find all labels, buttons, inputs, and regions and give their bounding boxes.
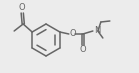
Text: O: O xyxy=(70,29,76,38)
Text: O: O xyxy=(80,45,86,55)
Text: O: O xyxy=(19,4,25,12)
Text: N: N xyxy=(94,26,100,35)
